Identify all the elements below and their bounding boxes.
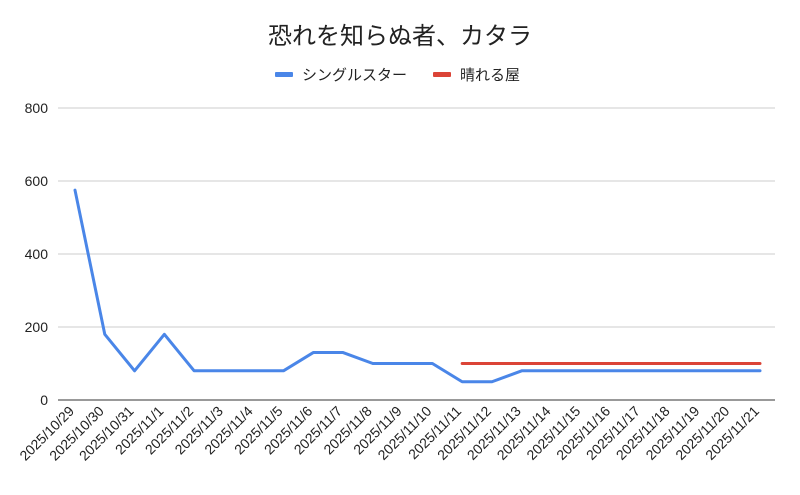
y-tick-label: 800 [25, 100, 49, 116]
y-tick-label: 600 [25, 173, 49, 189]
chart-title: 恐れを知らぬ者、カタラ [268, 22, 532, 50]
legend-label: 晴れる屋 [460, 66, 520, 84]
legend-swatch [275, 72, 293, 77]
legend-label: シングルスター [302, 66, 407, 84]
series-line-1 [73, 188, 762, 384]
legend-swatch [433, 72, 451, 77]
series-lines [73, 188, 762, 384]
legend: シングルスター 晴れる屋 [275, 66, 520, 84]
gridlines [58, 107, 775, 328]
axes: 02004006008002025/10/292025/10/302025/10… [16, 100, 775, 464]
y-tick-label: 200 [25, 319, 49, 335]
y-tick-label: 400 [25, 246, 49, 262]
y-tick-label: 0 [40, 392, 48, 408]
